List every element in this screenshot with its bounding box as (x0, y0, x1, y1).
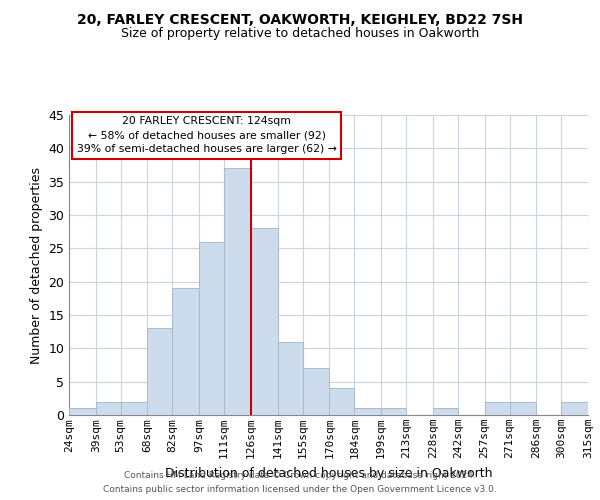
Bar (329, 388, 355, 415)
Text: Size of property relative to detached houses in Oakworth: Size of property relative to detached ho… (121, 28, 479, 40)
Text: 20 FARLEY CRESCENT: 124sqm
← 58% of detached houses are smaller (92)
39% of semi: 20 FARLEY CRESCENT: 124sqm ← 58% of deta… (77, 116, 337, 154)
Bar (224, 168, 251, 415)
Bar (121, 402, 148, 415)
Text: Contains HM Land Registry data © Crown copyright and database right 2024.: Contains HM Land Registry data © Crown c… (124, 472, 476, 480)
Text: Contains public sector information licensed under the Open Government Licence v3: Contains public sector information licen… (103, 484, 497, 494)
Bar (433, 408, 458, 415)
X-axis label: Distribution of detached houses by size in Oakworth: Distribution of detached houses by size … (165, 466, 492, 479)
Y-axis label: Number of detached properties: Number of detached properties (30, 166, 43, 364)
Bar (561, 402, 588, 415)
Bar (355, 408, 381, 415)
Bar (96, 402, 121, 415)
Bar (251, 228, 278, 415)
Bar (485, 402, 509, 415)
Bar (381, 408, 406, 415)
Bar (278, 342, 302, 415)
Bar (148, 328, 172, 415)
Bar (199, 242, 224, 415)
Bar (302, 368, 329, 415)
Bar (509, 402, 536, 415)
Bar (172, 288, 199, 415)
Text: 20, FARLEY CRESCENT, OAKWORTH, KEIGHLEY, BD22 7SH: 20, FARLEY CRESCENT, OAKWORTH, KEIGHLEY,… (77, 12, 523, 26)
Bar (69, 408, 96, 415)
